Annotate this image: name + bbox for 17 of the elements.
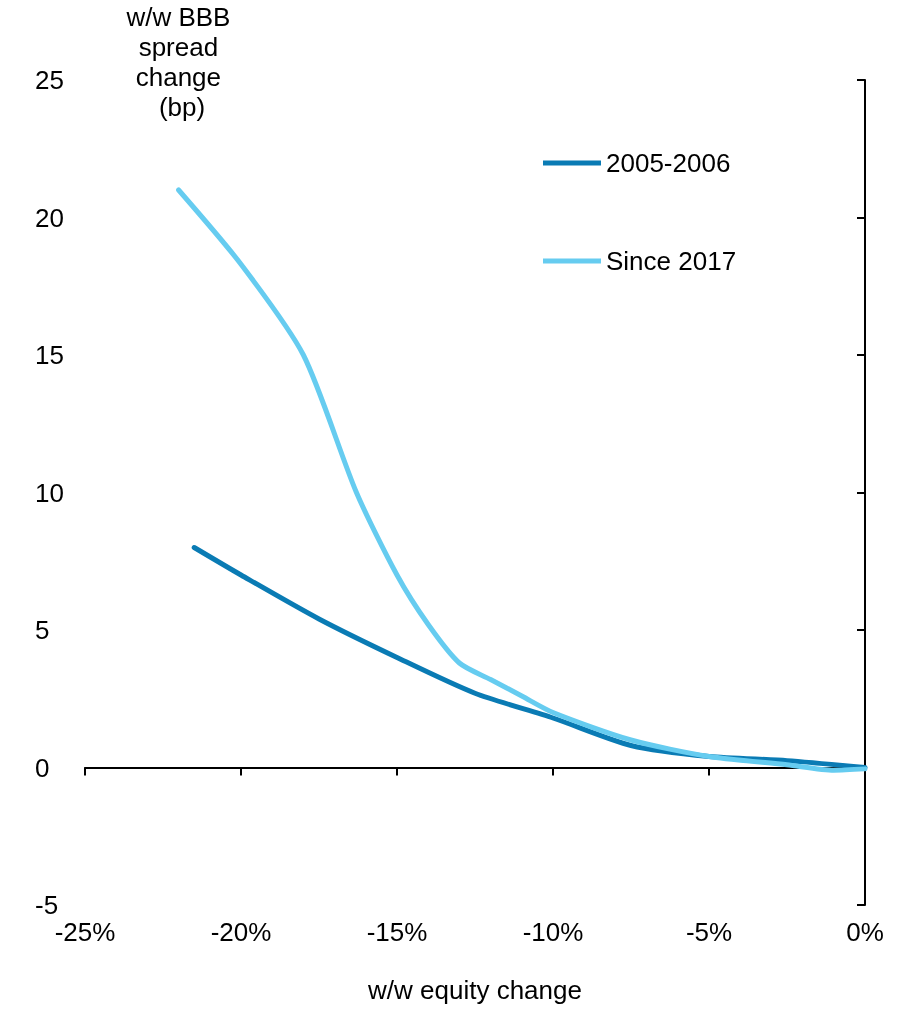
y-tick-label: 0	[35, 752, 50, 783]
y-tick-label: -5	[35, 890, 59, 920]
y-tick-label: 25	[35, 65, 64, 95]
x-tick-label: -5%	[685, 917, 733, 947]
x-tick-label: -15%	[366, 917, 428, 947]
x-tick-label: -10%	[522, 917, 584, 947]
x-tick-label: -20%	[210, 917, 272, 947]
x-tick-label: -25%	[54, 917, 116, 947]
x-tick-label: 0%	[846, 917, 884, 947]
y-axis-title: w/w BBB spread change (bp)	[125, 2, 238, 122]
y-tick-label: 20	[35, 202, 64, 233]
y-tick-label: 5	[35, 615, 50, 645]
y-tick-label: 10	[35, 477, 64, 508]
legend-label: Since 2017	[606, 246, 737, 276]
y-tick-label: 15	[35, 340, 64, 370]
legend-label: 2005-2006	[606, 148, 731, 178]
x-axis-title: w/w equity change	[367, 975, 582, 1005]
